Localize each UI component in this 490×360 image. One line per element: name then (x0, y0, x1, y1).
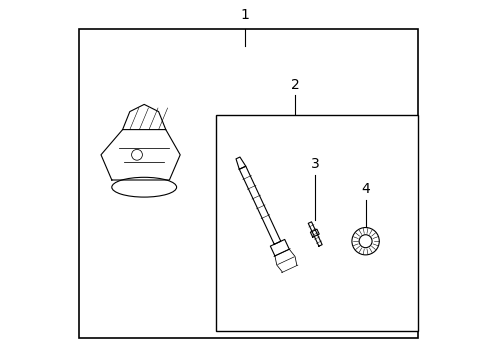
Circle shape (352, 228, 379, 255)
Polygon shape (239, 166, 281, 244)
Polygon shape (308, 222, 322, 246)
Ellipse shape (112, 177, 176, 197)
Text: 4: 4 (361, 182, 370, 196)
Polygon shape (270, 239, 289, 256)
Bar (216, 115, 418, 331)
Circle shape (359, 235, 372, 248)
Polygon shape (311, 229, 319, 237)
Circle shape (132, 149, 143, 160)
Polygon shape (236, 157, 246, 169)
Bar (79, 29, 418, 338)
Text: 2: 2 (291, 78, 300, 92)
Text: 3: 3 (311, 157, 319, 171)
Text: 1: 1 (241, 8, 249, 22)
